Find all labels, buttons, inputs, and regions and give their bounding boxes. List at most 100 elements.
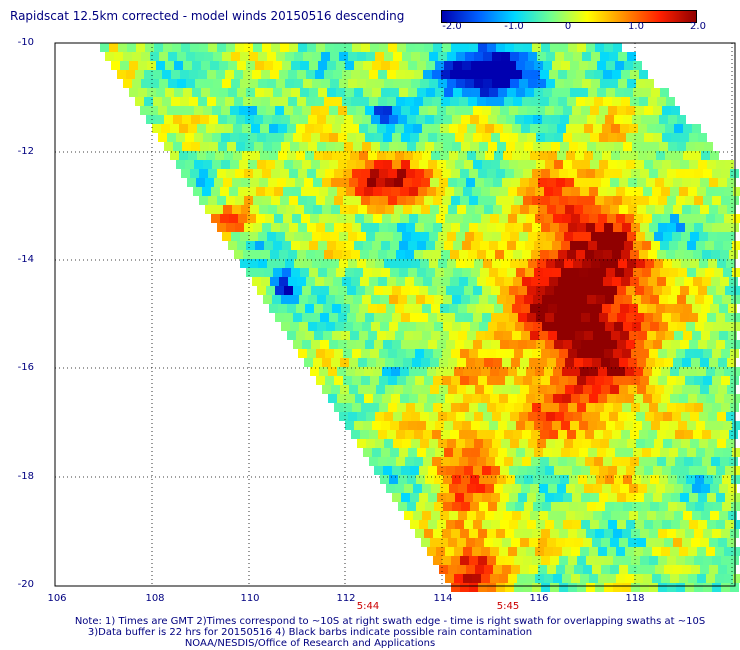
- wind-cell: [389, 475, 398, 484]
- wind-cell: [545, 106, 554, 115]
- wind-cell: [351, 250, 360, 259]
- wind-cell: [235, 169, 244, 178]
- wind-cell: [149, 106, 158, 115]
- wind-cell: [511, 178, 520, 187]
- wind-cell: [460, 403, 469, 412]
- wind-cell: [386, 331, 395, 340]
- wind-cell: [651, 448, 660, 457]
- wind-cell: [712, 376, 721, 385]
- wind-cell: [548, 304, 557, 313]
- wind-cell: [111, 61, 120, 70]
- footnote-line-1: Note: 1) Times are GMT 2)Times correspon…: [74, 616, 706, 627]
- wind-cell: [433, 556, 442, 565]
- wind-cell: [419, 286, 428, 295]
- wind-cell: [580, 367, 589, 376]
- wind-cell: [342, 70, 351, 79]
- wind-cell: [374, 466, 383, 475]
- wind-cell: [460, 196, 469, 205]
- wind-cell: [401, 466, 410, 475]
- wind-cell: [252, 250, 261, 259]
- wind-cell: [182, 115, 191, 124]
- wind-cell: [451, 43, 460, 52]
- wind-cell: [275, 106, 284, 115]
- wind-cell: [491, 466, 500, 475]
- wind-cell: [416, 502, 425, 511]
- wind-cell: [666, 457, 675, 466]
- wind-cell: [466, 565, 475, 574]
- wind-cell: [523, 403, 532, 412]
- wind-cell: [595, 169, 604, 178]
- wind-cell: [222, 79, 231, 88]
- wind-cell: [606, 241, 615, 250]
- wind-cell: [574, 205, 583, 214]
- wind-cell: [406, 376, 415, 385]
- wind-cell: [638, 511, 647, 520]
- wind-cell: [363, 61, 372, 70]
- wind-cell: [545, 133, 554, 142]
- wind-cell: [377, 124, 386, 133]
- wind-cell: [673, 565, 682, 574]
- wind-cell: [428, 133, 437, 142]
- wind-cell: [322, 385, 331, 394]
- wind-cell: [365, 286, 374, 295]
- wind-cell: [587, 502, 596, 511]
- wind-cell: [379, 169, 388, 178]
- wind-cell: [676, 376, 685, 385]
- wind-cell: [326, 322, 335, 331]
- wind-cell: [575, 484, 584, 493]
- wind-cell: [694, 223, 703, 232]
- wind-cell: [483, 439, 492, 448]
- wind-cell: [367, 385, 376, 394]
- wind-cell: [487, 223, 496, 232]
- wind-cell: [388, 403, 397, 412]
- wind-cell: [188, 124, 197, 133]
- wind-cell: [338, 160, 347, 169]
- wind-cell: [416, 142, 425, 151]
- wind-cell: [681, 412, 690, 421]
- wind-cell: [655, 385, 664, 394]
- wind-cell: [541, 349, 550, 358]
- wind-cell: [626, 106, 635, 115]
- wind-cell: [552, 241, 561, 250]
- wind-cell: [419, 106, 428, 115]
- wind-cell: [381, 421, 390, 430]
- time-label: 5:44: [356, 601, 380, 612]
- wind-cell: [523, 556, 532, 565]
- wind-cell: [529, 178, 538, 187]
- wind-cell: [590, 313, 599, 322]
- wind-cell: [332, 124, 341, 133]
- wind-cell: [527, 340, 536, 349]
- wind-cell: [535, 394, 544, 403]
- wind-cell: [490, 574, 499, 583]
- wind-cell: [408, 88, 417, 97]
- wind-cell: [309, 268, 318, 277]
- wind-cell: [541, 223, 550, 232]
- wind-cell: [366, 79, 375, 88]
- wind-cell: [393, 232, 402, 241]
- wind-cell: [580, 574, 589, 583]
- wind-cell: [685, 169, 694, 178]
- wind-cell: [473, 520, 482, 529]
- wind-cell: [475, 538, 484, 547]
- wind-cell: [538, 538, 547, 547]
- wind-cell: [682, 358, 691, 367]
- wind-cell: [461, 295, 470, 304]
- wind-cell: [622, 169, 631, 178]
- wind-cell: [343, 349, 352, 358]
- wind-cell: [534, 448, 543, 457]
- wind-cell: [268, 205, 277, 214]
- wind-cell: [631, 223, 640, 232]
- wind-cell: [223, 205, 232, 214]
- wind-cell: [450, 97, 459, 106]
- wind-cell: [507, 421, 516, 430]
- wind-cell: [680, 313, 689, 322]
- wind-cell: [246, 88, 255, 97]
- wind-cell: [478, 43, 487, 52]
- wind-cell: [257, 286, 266, 295]
- wind-cell: [707, 160, 716, 169]
- wind-cell: [499, 547, 508, 556]
- wind-cell: [518, 160, 527, 169]
- wind-cell: [389, 295, 398, 304]
- wind-cell: [599, 106, 608, 115]
- wind-cell: [432, 430, 441, 439]
